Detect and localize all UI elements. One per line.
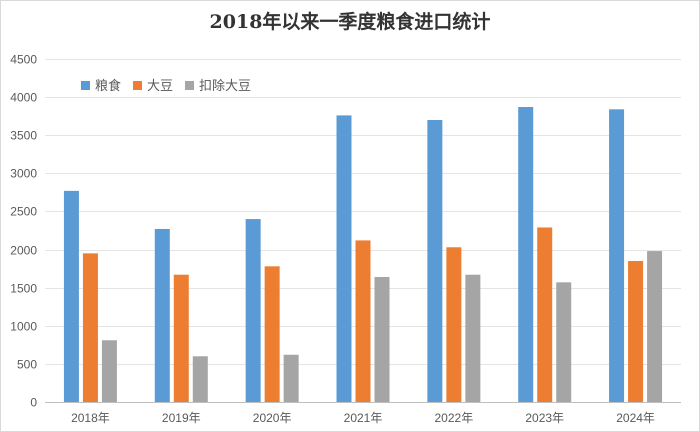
bar	[465, 274, 481, 402]
bar	[264, 266, 280, 402]
legend-swatch	[185, 81, 195, 90]
legend-label: 扣除大豆	[199, 78, 251, 93]
bar	[374, 276, 390, 402]
y-tick-label: 1500	[10, 282, 37, 296]
y-tick-label: 4000	[10, 91, 37, 105]
bar	[647, 251, 663, 402]
legend-label: 大豆	[147, 78, 173, 93]
bar	[355, 240, 371, 402]
y-tick-label: 4500	[10, 53, 37, 67]
legend-swatch	[133, 81, 143, 90]
bar	[63, 190, 79, 402]
bar	[192, 356, 208, 402]
x-tick-label: 2020年	[253, 411, 292, 425]
bar	[283, 354, 299, 402]
bar	[446, 247, 462, 402]
bar	[154, 228, 170, 402]
bar	[245, 219, 261, 402]
bar	[556, 282, 572, 402]
bar	[518, 107, 534, 403]
x-tick-label: 2022年	[435, 411, 474, 425]
bar	[609, 109, 625, 402]
bar	[101, 340, 117, 402]
bar	[336, 115, 352, 402]
y-tick-label: 2000	[10, 244, 37, 258]
x-tick-label: 2024年	[616, 411, 655, 425]
legend-swatch	[81, 81, 90, 90]
y-tick-label: 1000	[10, 320, 37, 334]
x-tick-label: 2021年	[344, 411, 383, 425]
bar	[537, 227, 553, 402]
y-tick-label: 500	[17, 358, 37, 372]
chart-title: 2018年以来一季度粮食进口统计	[209, 11, 491, 33]
x-tick-label: 2019年	[162, 411, 201, 425]
bar	[82, 253, 98, 402]
y-tick-label: 0	[30, 396, 37, 410]
x-tick-label: 2023年	[525, 411, 564, 425]
bar	[173, 274, 189, 402]
x-tick-label: 2018年	[71, 411, 110, 425]
legend-label: 粮食	[95, 78, 121, 93]
y-tick-label: 2500	[10, 205, 37, 219]
y-tick-label: 3500	[10, 129, 37, 143]
bar	[628, 260, 644, 402]
bar	[427, 119, 443, 402]
y-tick-label: 3000	[10, 167, 37, 181]
